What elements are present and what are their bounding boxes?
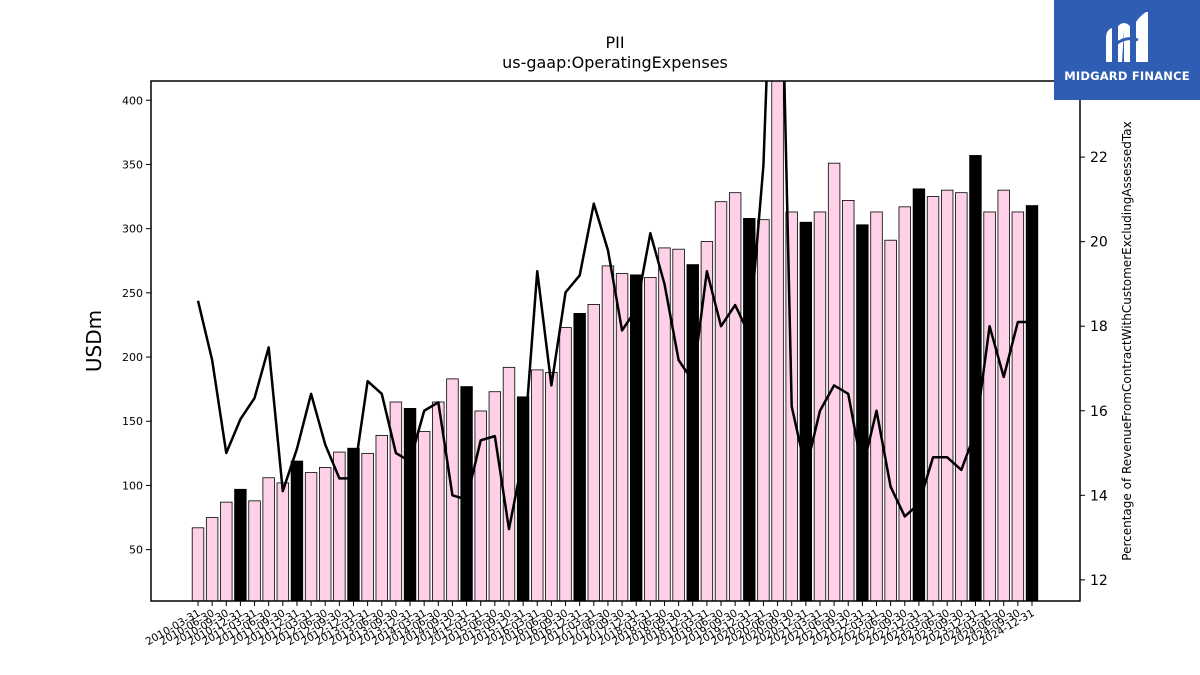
bar	[757, 219, 770, 602]
bar	[997, 189, 1010, 602]
bar	[601, 265, 615, 602]
y2-tick-label: 18	[1090, 319, 1108, 335]
midgard-m-icon	[1106, 12, 1148, 62]
y-tick-label: 200	[122, 351, 143, 364]
y2-tick-label: 12	[1090, 573, 1108, 589]
bar	[220, 501, 233, 602]
bar	[319, 467, 332, 602]
y-tick-label: 350	[122, 158, 143, 171]
y-tick-label: 150	[122, 415, 143, 428]
bar	[531, 369, 544, 602]
bar	[884, 239, 897, 602]
bar	[686, 264, 699, 602]
y-axis-right: 12 14 16 18 20 22	[1080, 150, 1108, 589]
bar	[842, 200, 855, 602]
bar	[1011, 211, 1025, 602]
y2-axis-label: Percentage of RevenueFromContractWithCus…	[1120, 121, 1134, 560]
bar	[502, 366, 516, 602]
bar	[813, 211, 827, 602]
bar	[870, 211, 883, 602]
bar	[714, 201, 728, 602]
bar	[290, 460, 304, 602]
bar	[912, 188, 926, 602]
bar	[728, 192, 742, 602]
y-tick-label: 250	[122, 287, 143, 300]
bar	[276, 482, 290, 602]
x-axis: 2010-03-312010-06-302010-09-302010-12-31…	[144, 601, 1037, 648]
bar	[587, 304, 600, 602]
bar	[333, 451, 346, 602]
bar	[516, 396, 530, 602]
bar	[983, 211, 996, 602]
bar	[969, 155, 982, 602]
line-path	[196, 81, 1032, 531]
plot-frame	[150, 80, 1081, 602]
bar-series	[191, 80, 1039, 602]
bar	[771, 80, 784, 602]
bar	[545, 372, 558, 602]
bar	[375, 434, 388, 602]
bar	[248, 500, 261, 602]
bar	[304, 472, 318, 602]
bar	[799, 221, 813, 602]
y-axis-left: 50 100 150 200 250 300 350 400	[122, 94, 151, 557]
bar	[940, 189, 954, 602]
y-tick-label: 400	[122, 94, 143, 107]
bar	[573, 312, 586, 602]
bar	[1025, 205, 1039, 602]
y-tick-label: 50	[129, 544, 143, 557]
y2-tick-label: 14	[1090, 488, 1108, 504]
bar	[361, 452, 374, 602]
bar	[460, 386, 473, 602]
bar	[262, 477, 275, 602]
y-axis-label: USDm	[82, 310, 106, 372]
bar	[234, 488, 247, 602]
bar	[191, 527, 205, 602]
bar	[856, 224, 869, 602]
bar	[898, 206, 911, 602]
bar	[672, 248, 685, 602]
brand-logo: MIDGARD FINANCE	[1054, 0, 1200, 100]
bar	[630, 274, 643, 602]
line-series	[196, 81, 1032, 531]
bar	[926, 196, 940, 602]
chart-subtitle: us-gaap:OperatingExpenses	[502, 53, 728, 72]
bar	[417, 431, 431, 602]
brand-name: MIDGARD FINANCE	[1064, 69, 1190, 83]
bar	[827, 162, 841, 602]
chart-title: PII	[605, 33, 624, 52]
bar	[955, 192, 968, 602]
bar	[403, 408, 417, 602]
y-tick-label: 100	[122, 479, 143, 492]
y2-tick-label: 16	[1090, 404, 1108, 420]
bar	[644, 277, 657, 602]
y2-tick-label: 20	[1090, 235, 1108, 251]
bar	[559, 327, 572, 602]
bar	[205, 517, 219, 602]
y2-tick-label: 22	[1090, 150, 1108, 166]
bar	[488, 391, 502, 602]
y-tick-label: 300	[122, 223, 143, 236]
